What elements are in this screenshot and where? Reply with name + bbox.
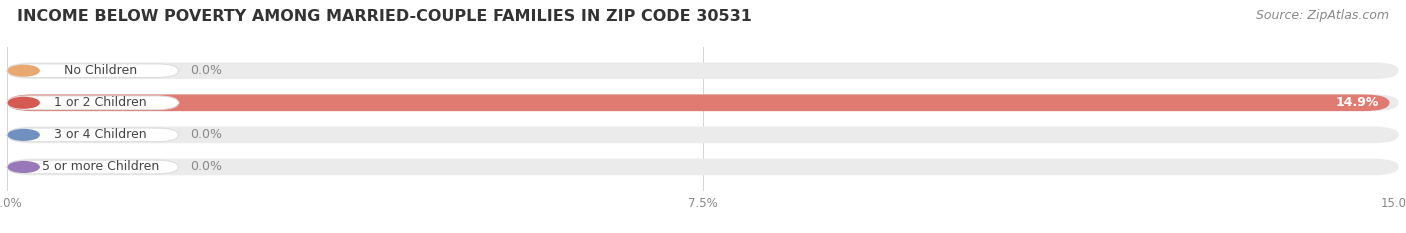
FancyBboxPatch shape — [7, 160, 179, 174]
Text: 0.0%: 0.0% — [190, 64, 222, 77]
Text: 0.0%: 0.0% — [190, 128, 222, 141]
Circle shape — [8, 130, 39, 140]
Text: Source: ZipAtlas.com: Source: ZipAtlas.com — [1256, 9, 1389, 22]
Text: 1 or 2 Children: 1 or 2 Children — [53, 96, 146, 109]
FancyBboxPatch shape — [7, 128, 179, 142]
Circle shape — [8, 97, 39, 108]
FancyBboxPatch shape — [7, 94, 1389, 111]
FancyBboxPatch shape — [7, 64, 179, 78]
Text: 14.9%: 14.9% — [1336, 96, 1378, 109]
FancyBboxPatch shape — [7, 159, 1399, 175]
FancyBboxPatch shape — [7, 94, 1399, 111]
Text: No Children: No Children — [63, 64, 136, 77]
Circle shape — [8, 162, 39, 172]
Text: 0.0%: 0.0% — [190, 161, 222, 174]
Text: 5 or more Children: 5 or more Children — [42, 161, 159, 174]
Circle shape — [8, 65, 39, 76]
FancyBboxPatch shape — [7, 62, 1399, 79]
FancyBboxPatch shape — [7, 127, 1399, 143]
Text: 3 or 4 Children: 3 or 4 Children — [53, 128, 146, 141]
FancyBboxPatch shape — [7, 96, 179, 110]
Text: INCOME BELOW POVERTY AMONG MARRIED-COUPLE FAMILIES IN ZIP CODE 30531: INCOME BELOW POVERTY AMONG MARRIED-COUPL… — [17, 9, 752, 24]
